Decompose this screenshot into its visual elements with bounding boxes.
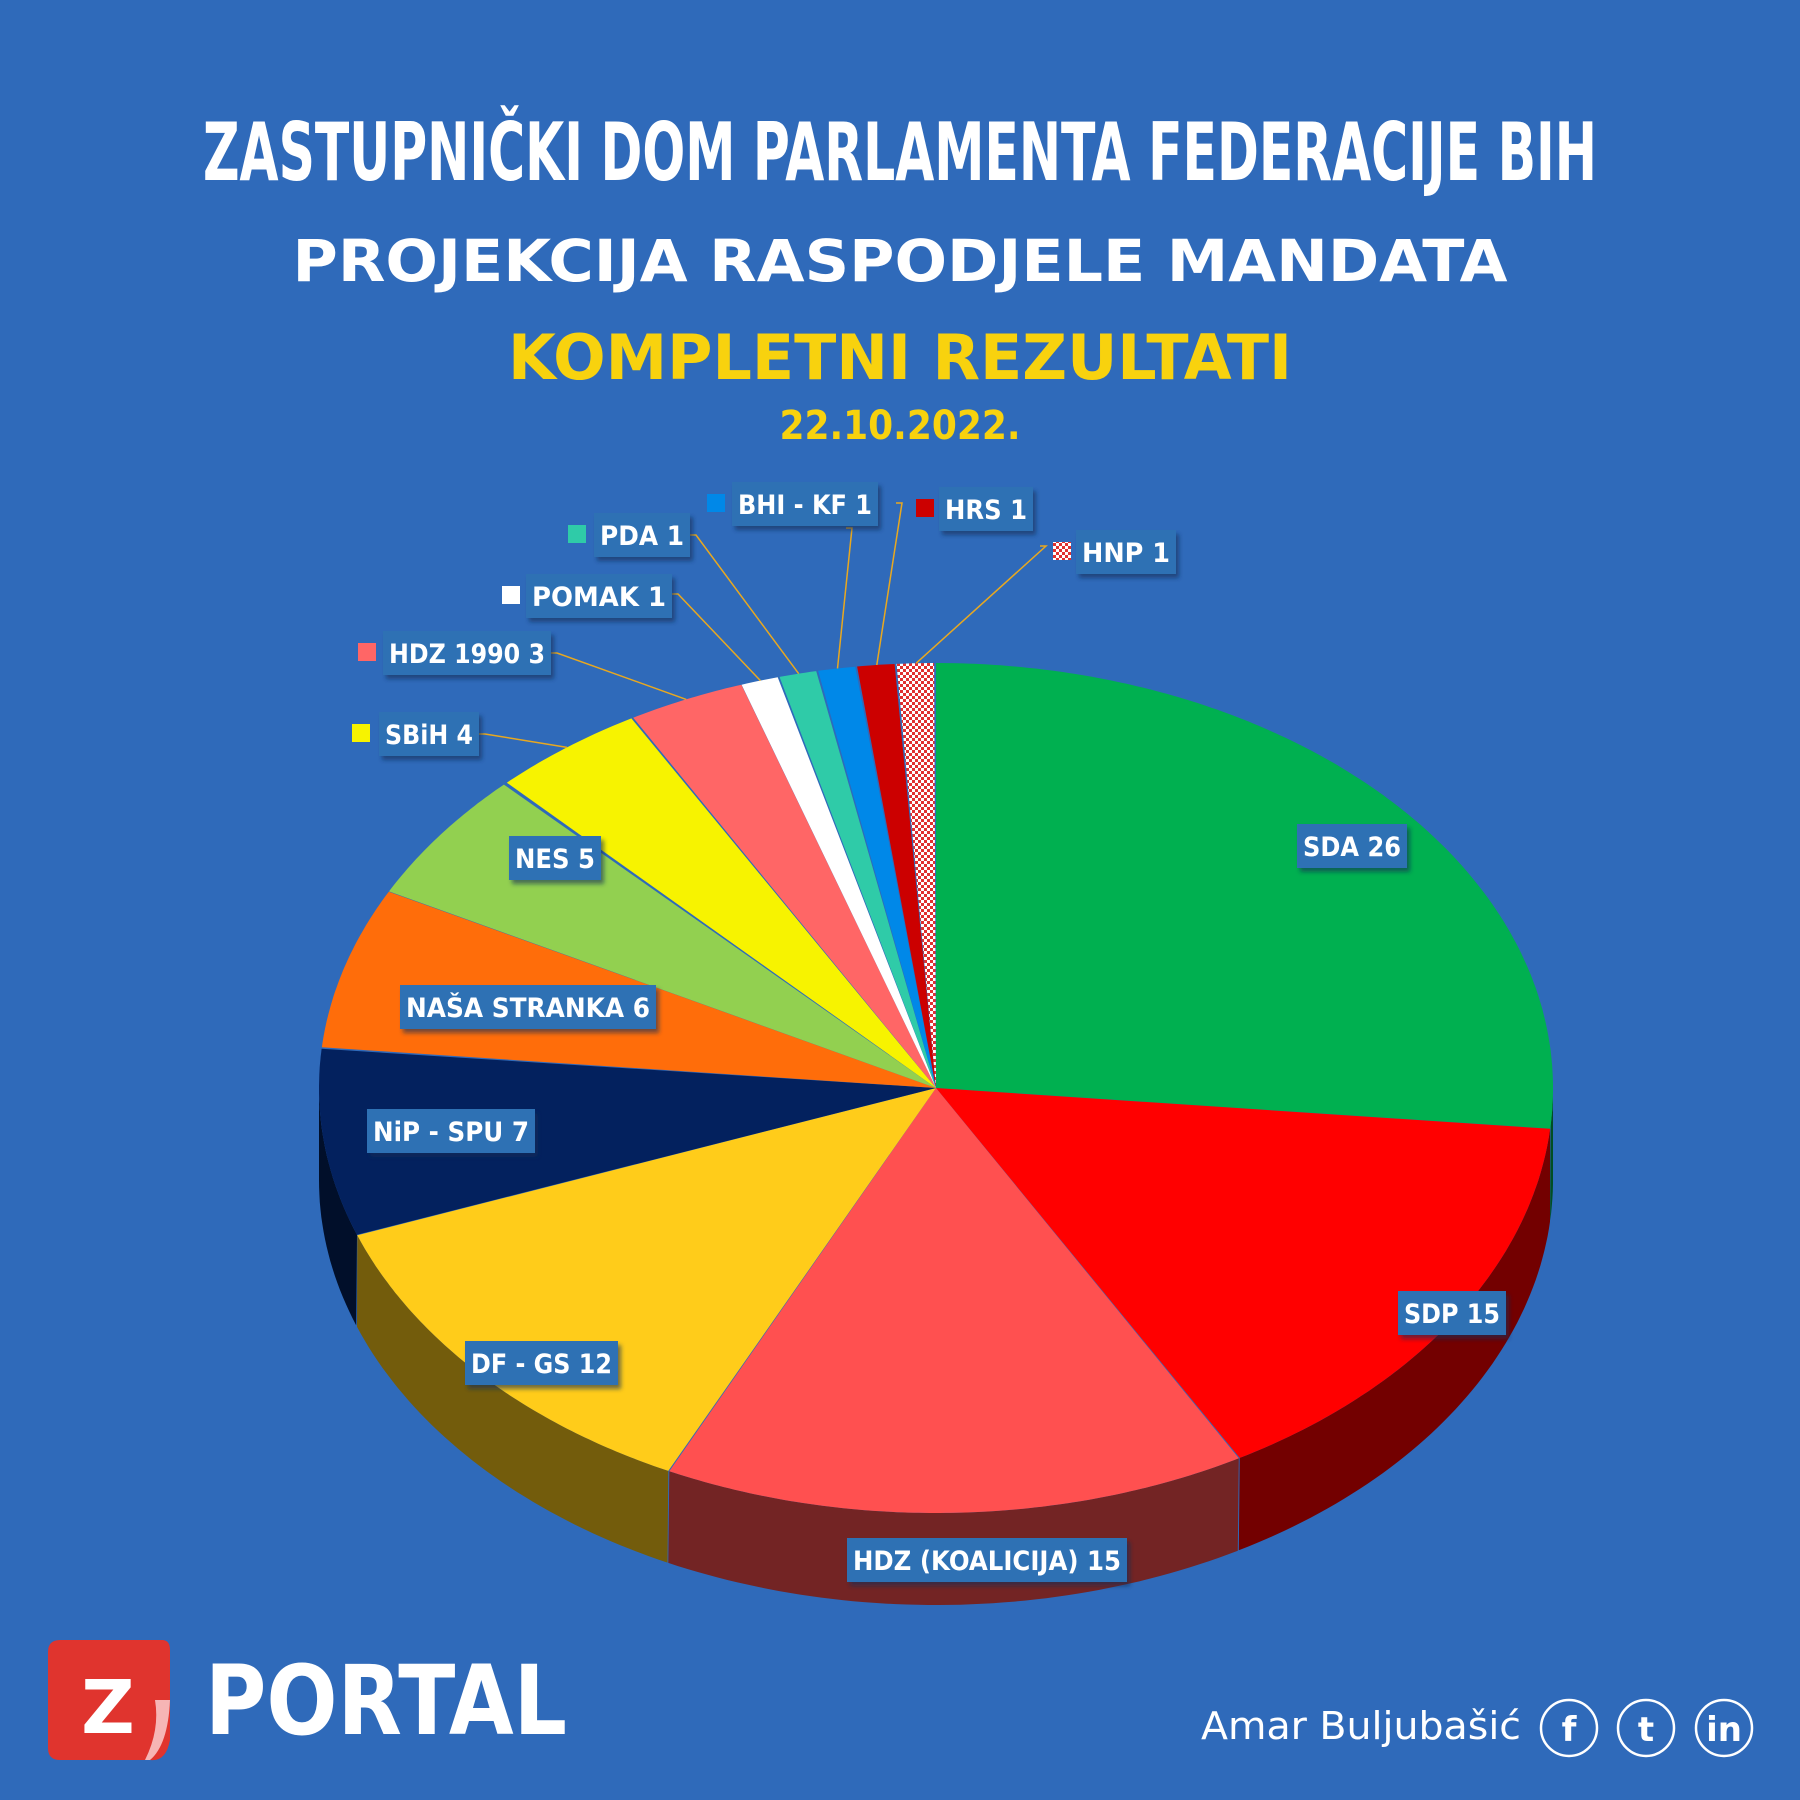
- chart-title: ZASTUPNIČKI DOM PARLAMENTA FEDERACIJE BI…: [203, 105, 1597, 199]
- z-portal-logo[interactable]: Z PORTAL: [48, 1640, 567, 1761]
- data-label: HDZ 1990 3: [383, 631, 551, 675]
- label-box: [594, 513, 690, 557]
- data-label: PDA 1: [594, 513, 690, 557]
- author-name: Amar Buljubašić: [1201, 1704, 1521, 1748]
- pie-slice-hnp[interactable]: [896, 663, 937, 1088]
- results-status: KOMPLETNI REZULTATI: [508, 321, 1292, 394]
- label-text: HRS 1: [945, 495, 1027, 526]
- label-text: POMAK 1: [532, 582, 666, 613]
- data-label: HDZ (KOALICIJA) 15: [847, 1538, 1127, 1582]
- label-box: [400, 985, 656, 1029]
- label-text: SDP 15: [1404, 1299, 1500, 1330]
- legend-marker: [1053, 542, 1071, 560]
- leader-line: [551, 652, 687, 701]
- logo-text: PORTAL: [205, 1645, 567, 1757]
- label-box: [732, 482, 878, 526]
- data-label: NES 5: [509, 836, 601, 880]
- pie-side-nip-spu: [319, 1089, 357, 1326]
- twitter-icon[interactable]: t: [1616, 1698, 1676, 1758]
- pie-side-sda: [1550, 1088, 1553, 1221]
- data-label: SDP 15: [1398, 1291, 1506, 1335]
- leader-line: [915, 545, 1048, 664]
- label-text: PDA 1: [600, 521, 684, 552]
- leader-line: [690, 534, 800, 675]
- leader-line: [479, 733, 568, 749]
- social-icons: f t in: [1539, 1698, 1754, 1758]
- leader-lines: [479, 502, 1048, 749]
- chart-subtitle: PROJEKCIJA RASPODJELE MANDATA: [293, 227, 1508, 295]
- legend-marker: [352, 724, 370, 742]
- logo-letter: Z: [81, 1665, 135, 1751]
- data-label: HRS 1: [939, 487, 1033, 531]
- legend-marker: [502, 586, 520, 604]
- data-label: SDA 26: [1297, 824, 1407, 868]
- pie-slices: [319, 663, 1553, 1513]
- label-text: HDZ 1990 3: [389, 639, 545, 670]
- pie-side-df-gs: [357, 1235, 669, 1563]
- label-text: NAŠA STRANKA 6: [406, 992, 650, 1024]
- chart-date: 22.10.2022.: [780, 403, 1021, 449]
- social-glyph: f: [1562, 1710, 1578, 1750]
- leader-line: [876, 502, 903, 666]
- label-box: [1076, 530, 1176, 574]
- pie-slice-pomak[interactable]: [741, 677, 936, 1088]
- facebook-icon[interactable]: f: [1539, 1698, 1599, 1758]
- label-box: [939, 487, 1033, 531]
- label-text: HNP 1: [1082, 538, 1170, 569]
- label-box: [526, 574, 672, 618]
- pie-slice-hdz-koalicija[interactable]: [669, 1088, 1239, 1513]
- label-box: [509, 836, 601, 880]
- pie-slice-sbih[interactable]: [506, 718, 936, 1088]
- social-glyph: t: [1638, 1710, 1654, 1750]
- label-box: [379, 712, 479, 756]
- data-label: BHI - KF 1: [732, 482, 878, 526]
- label-text: SBiH 4: [385, 720, 473, 751]
- label-text: BHI - KF 1: [738, 490, 872, 521]
- pie-slice-pda[interactable]: [779, 671, 937, 1088]
- legend-marker: [358, 643, 376, 661]
- label-text: HDZ (KOALICIJA) 15: [853, 1546, 1121, 1577]
- pie-slice-bhi-kf[interactable]: [818, 666, 936, 1088]
- pie-slice-hrs[interactable]: [857, 664, 936, 1088]
- pie-slice-hdz-1990[interactable]: [633, 684, 936, 1088]
- leader-line: [836, 527, 853, 669]
- legend-marker: [916, 499, 934, 517]
- label-text: NiP - SPU 7: [373, 1117, 529, 1148]
- data-label: NiP - SPU 7: [367, 1109, 535, 1153]
- logo-badge: [48, 1640, 170, 1761]
- linkedin-icon[interactable]: in: [1694, 1698, 1754, 1758]
- data-label: DF - GS 12: [465, 1341, 618, 1385]
- label-box: [1297, 824, 1407, 868]
- pie-slice-sdp[interactable]: [936, 1088, 1551, 1458]
- label-box: [847, 1538, 1127, 1582]
- pie-side-sdp: [1238, 1128, 1551, 1551]
- label-text: NES 5: [515, 844, 595, 875]
- leader-line: [672, 593, 761, 682]
- legend-marker: [707, 494, 725, 512]
- pie-slice-nip-spu[interactable]: [319, 1048, 936, 1235]
- label-box: [465, 1341, 618, 1385]
- label-box: [367, 1109, 535, 1153]
- label-text: DF - GS 12: [471, 1349, 612, 1380]
- data-label: NAŠA STRANKA 6: [400, 985, 656, 1029]
- data-labels: SDA 26 SDP 15 HDZ (KOALICIJA) 15 DF - GS 12…: [352, 482, 1506, 1582]
- label-text: SDA 26: [1303, 832, 1401, 863]
- social-glyph: in: [1706, 1710, 1742, 1750]
- logo-page-curl: [145, 1700, 170, 1760]
- label-box: [1398, 1291, 1506, 1335]
- legend-marker: [568, 525, 586, 543]
- label-box: [383, 631, 551, 675]
- data-label: SBiH 4: [379, 712, 479, 756]
- data-label: POMAK 1: [526, 574, 672, 618]
- data-label: HNP 1: [1076, 530, 1176, 574]
- pie-slice-sda[interactable]: [936, 663, 1553, 1129]
